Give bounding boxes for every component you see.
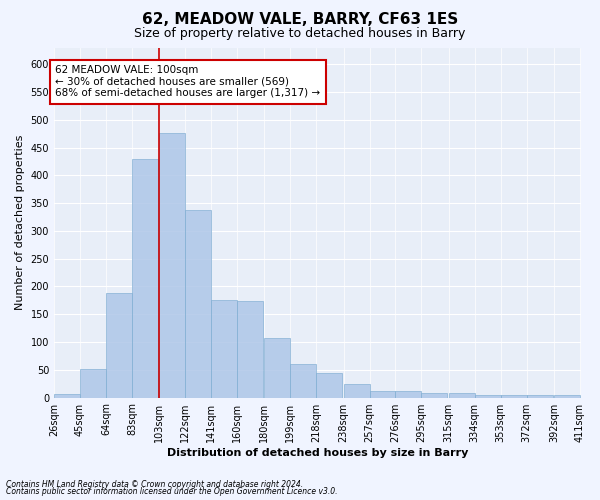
Bar xyxy=(159,132,185,398)
Bar xyxy=(211,300,237,398)
Bar xyxy=(449,393,475,398)
Bar xyxy=(265,338,290,398)
Bar xyxy=(475,395,500,398)
Bar xyxy=(527,395,553,398)
Bar xyxy=(54,394,80,398)
Bar xyxy=(185,210,211,398)
Bar xyxy=(80,369,106,398)
Text: 62 MEADOW VALE: 100sqm
← 30% of detached houses are smaller (569)
68% of semi-de: 62 MEADOW VALE: 100sqm ← 30% of detached… xyxy=(55,66,320,98)
Text: Contains HM Land Registry data © Crown copyright and database right 2024.: Contains HM Land Registry data © Crown c… xyxy=(6,480,303,489)
Bar xyxy=(554,396,580,398)
Bar xyxy=(290,364,316,398)
X-axis label: Distribution of detached houses by size in Barry: Distribution of detached houses by size … xyxy=(167,448,469,458)
Bar xyxy=(395,391,421,398)
Bar xyxy=(344,384,370,398)
Bar xyxy=(132,158,158,398)
Bar xyxy=(316,373,342,398)
Text: 62, MEADOW VALE, BARRY, CF63 1ES: 62, MEADOW VALE, BARRY, CF63 1ES xyxy=(142,12,458,28)
Bar xyxy=(421,392,448,398)
Text: Contains public sector information licensed under the Open Government Licence v3: Contains public sector information licen… xyxy=(6,487,337,496)
Bar xyxy=(237,301,263,398)
Bar xyxy=(370,391,395,398)
Text: Size of property relative to detached houses in Barry: Size of property relative to detached ho… xyxy=(134,28,466,40)
Bar xyxy=(500,396,527,398)
Y-axis label: Number of detached properties: Number of detached properties xyxy=(15,135,25,310)
Bar xyxy=(106,293,132,398)
